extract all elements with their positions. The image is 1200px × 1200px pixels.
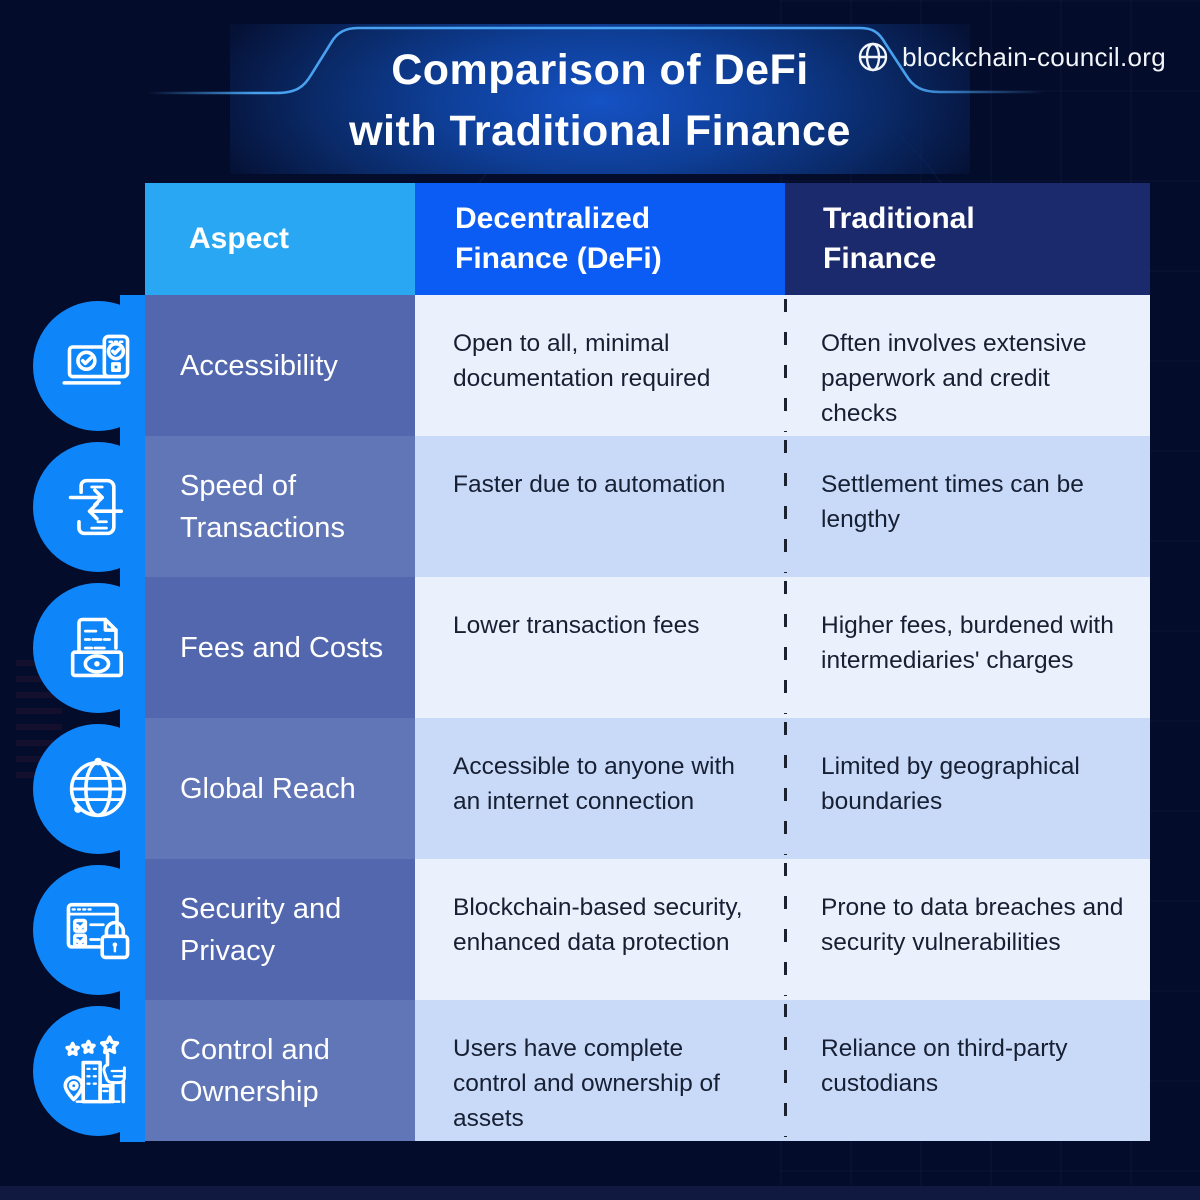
bottom-band	[0, 1186, 1200, 1200]
traditional-cell: Settlement times can be lengthy	[821, 471, 1084, 533]
column-divider	[784, 863, 787, 996]
header-cell-aspect: Aspect	[145, 183, 415, 295]
column-divider	[784, 440, 787, 573]
table-row: Control and Ownership Users have complet…	[145, 1000, 1150, 1141]
table-header-row: Aspect Decentralized Finance (DeFi) Trad…	[145, 183, 1150, 295]
content-cells: Faster due to automation Settlement time…	[415, 436, 1150, 577]
column-divider	[784, 581, 787, 714]
aspect-cell: Security and Privacy	[145, 859, 415, 1000]
content-cells: Lower transaction fees Higher fees, burd…	[415, 577, 1150, 718]
aspect-cell: Fees and Costs	[145, 577, 415, 718]
icon-rail-bar	[120, 295, 145, 1142]
document-banknote-icon	[70, 617, 124, 678]
traditional-cell: Often involves extensive paperwork and c…	[821, 330, 1087, 427]
traditional-cell: Higher fees, burdened with intermediarie…	[821, 612, 1114, 674]
defi-cell: Accessible to anyone with an internet co…	[453, 753, 735, 815]
laptop-phone-check-icon	[62, 334, 130, 385]
checklist-padlock-icon	[66, 902, 130, 960]
aspect-cell: Control and Ownership	[145, 1000, 415, 1141]
page-title-line1: Comparison of DeFi	[391, 46, 809, 94]
aspect-cell: Accessibility	[145, 295, 415, 436]
content-cells: Accessible to anyone with an internet co…	[415, 718, 1150, 859]
brand: blockchain-council.org	[856, 40, 1166, 74]
header-cell-traditional: Traditional Finance	[785, 183, 1150, 295]
globe-network-icon	[69, 757, 127, 818]
defi-cell: Blockchain-based security, enhanced data…	[453, 894, 743, 956]
row-icon-circle	[33, 583, 163, 713]
traditional-cell: Prone to data breaches and security vuln…	[821, 894, 1124, 956]
stars-building-hand-icon	[63, 1035, 126, 1104]
row-icon-circle	[33, 442, 163, 572]
table-row: Security and Privacy Blockchain-based se…	[145, 859, 1150, 1000]
table-row: Fees and Costs Lower transaction fees Hi…	[145, 577, 1150, 718]
brand-text: blockchain-council.org	[902, 41, 1166, 72]
defi-cell: Open to all, minimal documentation requi…	[453, 330, 711, 392]
table-row: Accessibility Open to all, minimal docum…	[145, 295, 1150, 436]
column-divider	[784, 722, 787, 855]
globe-icon	[858, 42, 888, 72]
table-row: Speed of Transactions Faster due to auto…	[145, 436, 1150, 577]
defi-cell: Faster due to automation	[453, 471, 726, 498]
column-divider	[784, 299, 787, 432]
traditional-cell: Limited by geographical boundaries	[821, 753, 1080, 815]
page-title: Comparison of DeFi with Traditional Fina…	[240, 40, 960, 162]
row-icon-circle	[33, 724, 163, 854]
aspect-cell: Speed of Transactions	[145, 436, 415, 577]
table-row: Global Reach Accessible to anyone with a…	[145, 718, 1150, 859]
row-icon-circle	[33, 1006, 163, 1136]
content-cells: Blockchain-based security, enhanced data…	[415, 859, 1150, 1000]
header-cell-defi: Decentralized Finance (DeFi)	[415, 183, 785, 295]
defi-cell: Lower transaction fees	[453, 612, 700, 639]
row-icon-circle	[33, 301, 163, 431]
comparison-table: Aspect Decentralized Finance (DeFi) Trad…	[145, 183, 1150, 1141]
page-title-line2: with Traditional Finance	[349, 107, 851, 155]
content-cells: Users have complete control and ownershi…	[415, 1000, 1150, 1141]
transaction-arrows-receipt-icon	[68, 478, 124, 536]
content-cells: Open to all, minimal documentation requi…	[415, 295, 1150, 436]
defi-cell: Users have complete control and ownershi…	[453, 1035, 720, 1132]
column-divider	[784, 1004, 787, 1137]
row-icon-circle	[33, 865, 163, 995]
traditional-cell: Reliance on third-party custodians	[821, 1035, 1068, 1097]
aspect-cell: Global Reach	[145, 718, 415, 859]
